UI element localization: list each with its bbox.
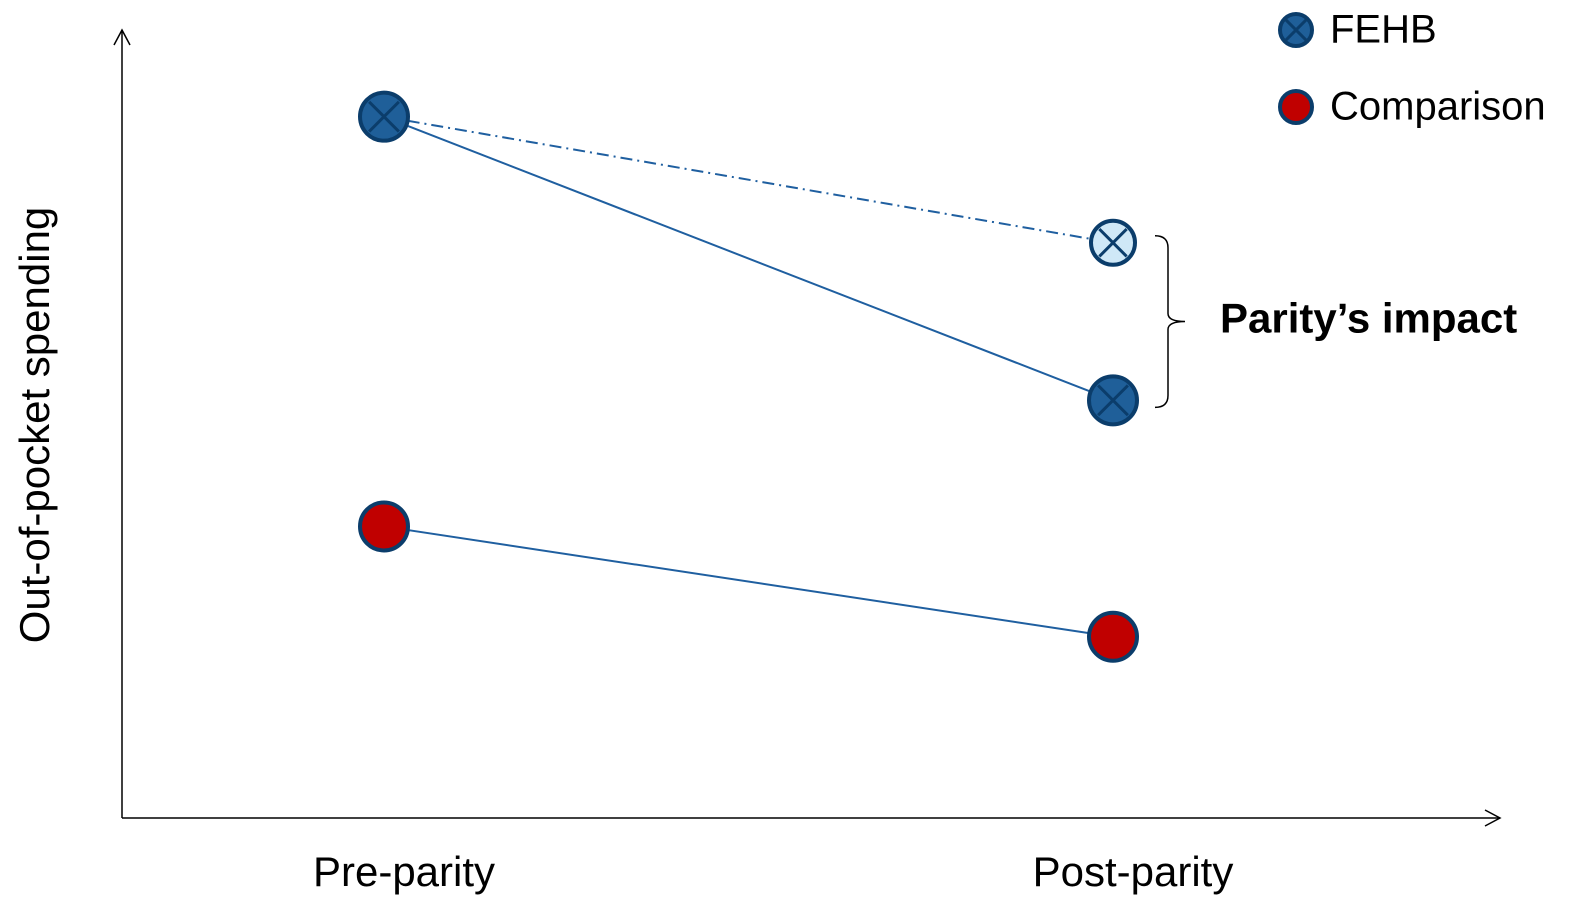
marker — [1087, 610, 1139, 663]
marker — [1278, 12, 1314, 48]
legend-label: FEHB — [1330, 8, 1437, 52]
marker-circle — [1278, 89, 1314, 125]
marker-circle — [1087, 610, 1139, 663]
marker — [358, 500, 410, 553]
marker-cross — [1098, 228, 1128, 258]
y-axis-label: Out-of-pocket spending — [11, 207, 58, 644]
bracket — [1154, 235, 1186, 409]
marker — [1087, 374, 1139, 427]
marker — [358, 90, 410, 143]
legend-label: Comparison — [1330, 85, 1546, 129]
projection-line — [383, 115, 1114, 244]
annotation: Parity’s impact — [1220, 295, 1517, 342]
x-tick-label: Post-parity — [1033, 848, 1234, 895]
marker-cross — [368, 100, 400, 133]
marker — [1278, 89, 1314, 125]
series-line — [383, 525, 1114, 638]
axes — [113, 28, 1502, 827]
marker — [1089, 218, 1137, 267]
x-axis-arrow — [1484, 809, 1502, 827]
marker-cross — [1097, 384, 1129, 417]
y-axis-arrow — [113, 28, 131, 46]
marker-circle — [358, 500, 410, 553]
x-tick-label: Pre-parity — [313, 848, 495, 895]
marker-cross — [1285, 19, 1307, 41]
series-line — [383, 115, 1114, 402]
